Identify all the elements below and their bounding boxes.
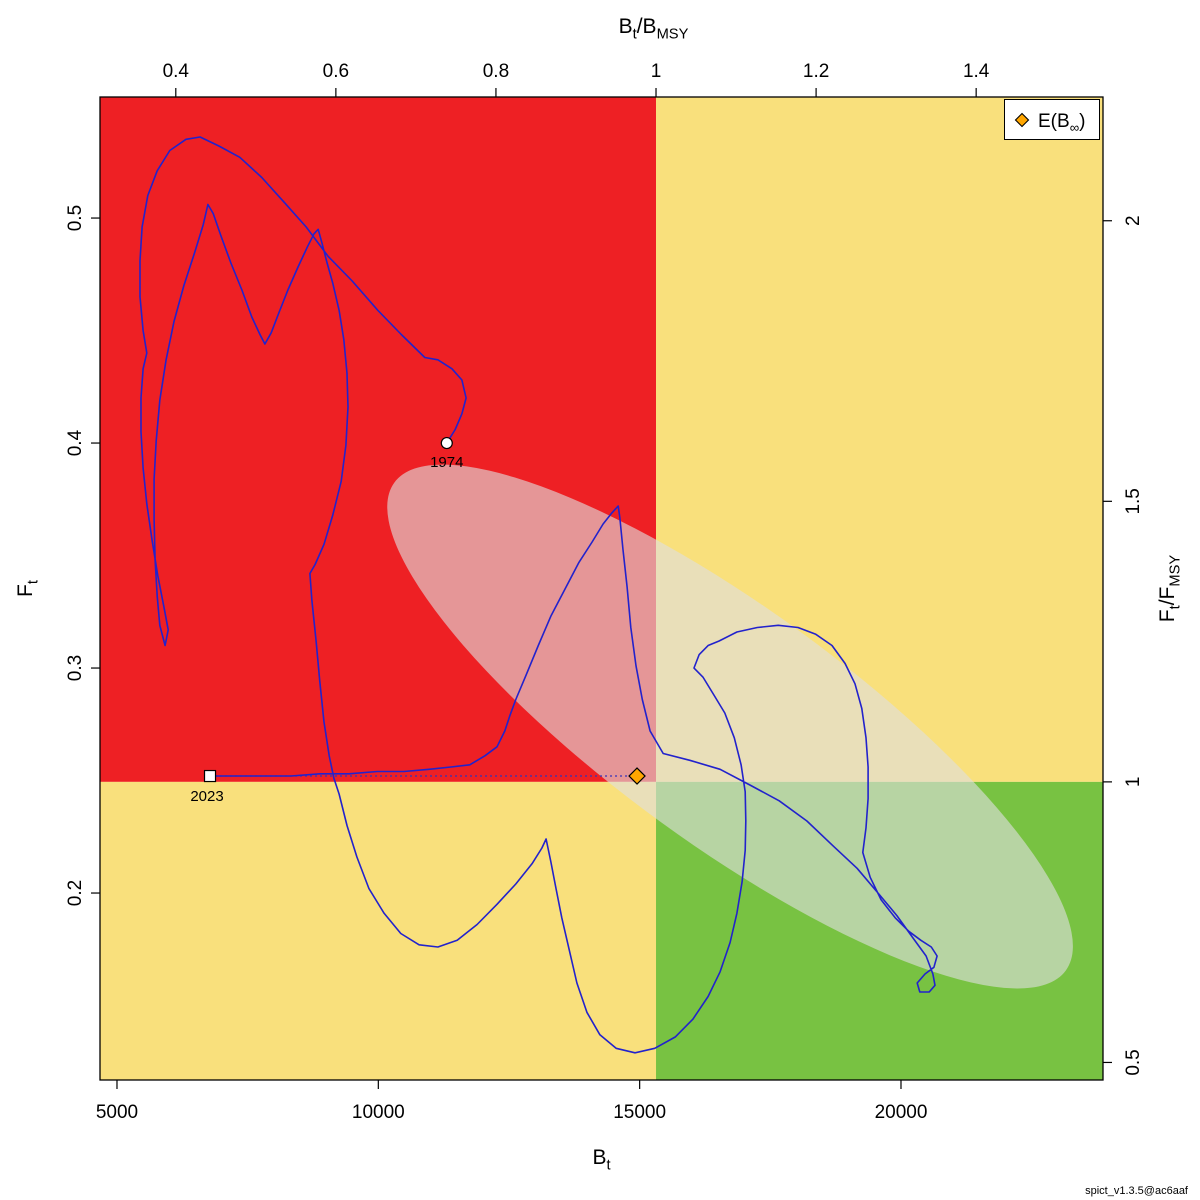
orange-diamond-icon xyxy=(1014,112,1030,128)
axis-title-bottom: Bt xyxy=(592,1146,610,1173)
plot-content xyxy=(139,136,1073,1054)
trajectory-markers: 1974 2023 xyxy=(190,436,646,805)
tick-label: 2 xyxy=(1123,215,1144,226)
tick-label: 0.8 xyxy=(483,61,509,82)
x-axis-top: 0.4 0.6 0.8 1 1.2 1.4 xyxy=(163,61,990,97)
end-marker-2023 xyxy=(203,769,217,783)
tick-label: 20000 xyxy=(875,1102,928,1123)
end-year-label: 2023 xyxy=(190,788,223,805)
tick-label: 15000 xyxy=(613,1102,666,1123)
legend-box: E(B∞) xyxy=(1004,99,1100,140)
tick-label: 1 xyxy=(651,61,662,82)
tick-label: 0.3 xyxy=(65,655,86,681)
plot-border xyxy=(99,96,1104,1081)
tick-label: 0.4 xyxy=(163,61,190,82)
trajectory-path xyxy=(139,136,938,1054)
ebinf-diamond-marker xyxy=(628,767,646,785)
tick-label: 1 xyxy=(1123,777,1144,788)
tick-label: 0.2 xyxy=(65,880,86,906)
tick-label: 0.5 xyxy=(65,205,86,231)
y-axis-left: 0.2 0.3 0.4 0.5 xyxy=(65,205,100,906)
tick-label: 0.5 xyxy=(1123,1049,1144,1075)
axis-title-left: Ft xyxy=(14,580,41,597)
start-year-label: 1974 xyxy=(430,454,463,471)
tick-label: 0.4 xyxy=(65,429,86,456)
legend-label: E(B∞) xyxy=(1038,111,1086,135)
tick-label: 1.4 xyxy=(963,61,990,82)
tick-label: 5000 xyxy=(96,1102,138,1123)
start-marker-1974 xyxy=(440,436,453,450)
tick-label: 1.2 xyxy=(803,61,829,82)
x-axis-bottom: 5000 10000 15000 20000 xyxy=(96,1080,928,1123)
y-axis-right: 0.5 1 1.5 2 xyxy=(1103,215,1144,1076)
version-footer: spict_v1.3.5@ac6aaf xyxy=(1085,1185,1188,1197)
quadrant-yellow-bottom-left xyxy=(100,781,657,1080)
tick-label: 1.5 xyxy=(1123,488,1144,514)
tick-label: 0.6 xyxy=(323,61,349,82)
tick-label: 10000 xyxy=(352,1102,405,1123)
axis-title-right: Ft/FMSY xyxy=(1156,555,1183,623)
axis-title-top: Bt/BMSY xyxy=(619,15,689,42)
